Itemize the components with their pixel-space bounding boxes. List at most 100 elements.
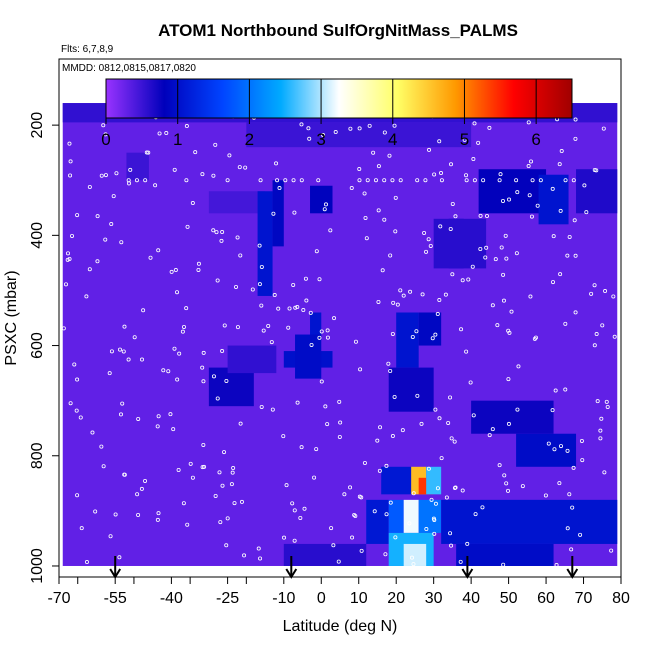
sample-point (312, 475, 317, 480)
sample-point (258, 556, 263, 561)
sample-point (415, 178, 420, 183)
sample-point (328, 228, 333, 233)
sample-point (595, 399, 600, 404)
sample-point (259, 303, 264, 308)
sample-point (448, 395, 453, 400)
sample-point (497, 178, 502, 183)
sample-point (357, 178, 362, 183)
sample-point (213, 142, 218, 147)
sample-point (565, 448, 570, 453)
sample-point (322, 207, 327, 212)
sample-point (558, 444, 563, 449)
sample-point (196, 261, 201, 266)
sample-point (529, 214, 534, 219)
sample-point (458, 559, 463, 564)
sample-point (157, 131, 162, 136)
colorbar-tick-label: 6 (531, 130, 540, 149)
sample-point (546, 441, 551, 446)
sample-point (601, 126, 606, 131)
sample-point (292, 508, 297, 513)
sample-point (317, 335, 322, 340)
sample-point (177, 351, 182, 356)
sample-point (357, 167, 362, 172)
sample-point (390, 331, 395, 336)
sample-point (284, 483, 289, 488)
sample-point (257, 282, 262, 287)
sample-point (464, 173, 469, 178)
sample-point (473, 512, 478, 517)
sample-point (378, 425, 383, 430)
sample-point (570, 505, 575, 510)
sample-point (433, 501, 438, 506)
sample-point (224, 543, 229, 548)
sample-point (75, 213, 80, 218)
x-tick-label: 50 (500, 590, 518, 607)
sample-point (430, 336, 435, 341)
sample-point (316, 178, 321, 183)
colorbar-tick-label: 5 (460, 130, 469, 149)
sample-point (506, 377, 511, 382)
sample-point (321, 133, 326, 138)
heatmap-cell (272, 180, 284, 247)
sample-point (323, 202, 328, 207)
sample-point (161, 368, 166, 373)
sample-point (156, 414, 161, 419)
sample-point (400, 428, 405, 433)
sample-point (122, 472, 127, 477)
sample-point (181, 501, 186, 506)
sample-point (234, 284, 239, 289)
sample-point (388, 253, 393, 258)
sample-point (122, 324, 127, 329)
sample-point (211, 374, 216, 379)
heatmap-cell (310, 312, 322, 341)
plot-area (58, 58, 622, 579)
sample-point (478, 213, 483, 218)
y-axis: 200 400 600 800 1000 (29, 112, 59, 584)
sample-point (509, 309, 514, 314)
colorbar-gradient (105, 78, 573, 119)
sample-point (217, 470, 222, 475)
sample-point (243, 165, 248, 170)
sample-point (231, 466, 236, 471)
sample-point (101, 123, 106, 128)
sample-point (291, 282, 296, 287)
sample-point (293, 305, 298, 310)
sample-point (190, 201, 195, 206)
sample-point (427, 147, 432, 152)
sample-point (584, 210, 589, 215)
sample-point (567, 234, 572, 239)
sample-point (114, 171, 119, 176)
sample-point (450, 272, 455, 277)
heatmap-cell (246, 122, 472, 148)
x-tick-label: 60 (537, 590, 555, 607)
sample-point (495, 323, 500, 328)
sample-point (433, 407, 438, 412)
sample-point (592, 343, 597, 348)
sample-point (603, 289, 608, 294)
sample-point (227, 153, 232, 158)
sample-point (526, 120, 531, 125)
sample-point (563, 321, 568, 326)
sample-point (211, 173, 216, 178)
sample-point (291, 178, 296, 183)
sample-point (415, 393, 420, 398)
sample-point (307, 136, 312, 141)
sample-point (395, 302, 400, 307)
x-tick-label: 20 (387, 590, 405, 607)
sample-point (450, 201, 455, 206)
sample-point (276, 306, 281, 311)
sample-point (460, 278, 465, 283)
heatmap-cell (388, 367, 434, 412)
sample-point (222, 323, 227, 328)
sample-point (175, 377, 180, 382)
sample-point (93, 509, 98, 514)
sample-point (464, 349, 469, 354)
sample-point (365, 178, 370, 183)
sample-point (140, 357, 145, 362)
sample-point (490, 427, 495, 432)
sample-point (453, 214, 458, 219)
sample-point (258, 178, 263, 183)
sample-point (103, 173, 108, 178)
sample-point (256, 546, 261, 551)
